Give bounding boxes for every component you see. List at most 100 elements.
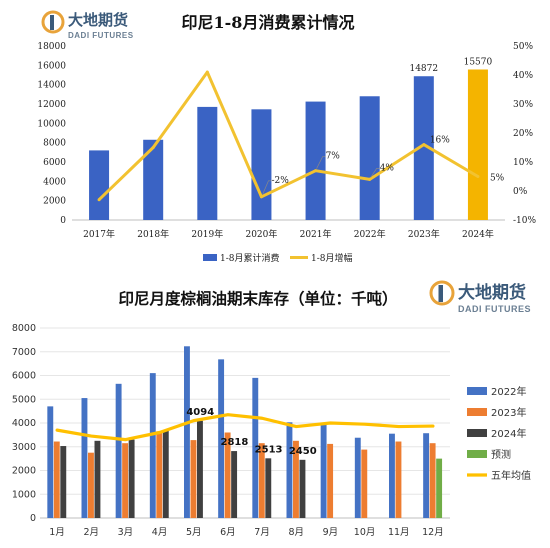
legend-label-cumulative: 1-8月累计消费 bbox=[220, 252, 280, 264]
legend-label: 预测 bbox=[491, 448, 511, 461]
bar-2023年-5月 bbox=[190, 440, 197, 518]
chart-2-x-tick: 12月 bbox=[422, 527, 444, 538]
growth-point bbox=[97, 198, 101, 202]
growth-point bbox=[151, 146, 155, 149]
chart-1-y2-tick: 20% bbox=[513, 129, 533, 139]
bar-2024年-4月 bbox=[162, 430, 169, 518]
chart-1-y-tick: 8000 bbox=[43, 139, 66, 149]
chart-1-y-tick: 2000 bbox=[43, 197, 66, 207]
chart-1-x-tick: 2017年 bbox=[83, 228, 115, 240]
chart-2-x-tick: 11月 bbox=[388, 527, 410, 538]
bar-data-label: 15570 bbox=[464, 57, 493, 67]
bar-2024年-6月 bbox=[231, 451, 238, 518]
chart-1-x-tick: 2024年 bbox=[462, 228, 494, 240]
legend-swatch bbox=[467, 450, 487, 458]
bar-2023年-1月 bbox=[53, 441, 60, 518]
legend-swatch bbox=[467, 387, 487, 395]
chart-1-y2-tick: 40% bbox=[513, 71, 533, 81]
bar-2017年 bbox=[89, 150, 110, 220]
chart-1-y-tick: 10000 bbox=[37, 119, 66, 129]
bar-2022年-12月 bbox=[423, 433, 430, 518]
chart-2-x-tick: 9月 bbox=[323, 527, 339, 538]
growth-data-label: 4% bbox=[380, 163, 395, 173]
growth-leader-line bbox=[370, 168, 380, 178]
bar-2021年 bbox=[305, 101, 326, 220]
bar-2022年-8月 bbox=[286, 422, 293, 518]
chart-2-x-tick: 5月 bbox=[186, 527, 202, 538]
bar-2024年-8月 bbox=[299, 459, 306, 518]
growth-data-label: -2% bbox=[271, 176, 289, 186]
legend-label: 2022年 bbox=[491, 385, 526, 398]
chart-2-x-tick: 7月 bbox=[254, 527, 270, 538]
bar-2024年-3月 bbox=[128, 439, 135, 518]
bar-data-label: 2450 bbox=[289, 446, 317, 457]
chart-2-y-tick: 8000 bbox=[12, 323, 36, 334]
chart-1-y-tick: 16000 bbox=[37, 61, 66, 71]
legend-label: 五年均值 bbox=[491, 469, 531, 482]
chart-1-y2-tick: 30% bbox=[513, 100, 533, 110]
chart-2-y-tick: 6000 bbox=[12, 371, 36, 382]
growth-point bbox=[314, 169, 318, 173]
bar-2023年-2月 bbox=[88, 452, 94, 518]
legend-label: 2024年 bbox=[491, 427, 526, 440]
chart-1-x-tick: 2023年 bbox=[408, 228, 440, 240]
bar-2022年-7月 bbox=[252, 377, 259, 518]
chart-2-y-tick: 0 bbox=[30, 513, 36, 524]
logo-mark-icon bbox=[41, 10, 65, 34]
bar-2022年 bbox=[359, 96, 380, 220]
logo-cn: 大地期货 bbox=[458, 282, 526, 303]
bar-2023年-8月 bbox=[293, 440, 299, 518]
growth-data-label: 5% bbox=[490, 174, 505, 184]
chart-2-x-tick: 8月 bbox=[288, 527, 304, 538]
growth-point bbox=[476, 175, 480, 178]
growth-leader-line bbox=[316, 156, 326, 169]
logo-en: DADI FUTURES bbox=[458, 304, 531, 314]
growth-leader-line bbox=[262, 180, 272, 195]
bar-2023年-3月 bbox=[122, 443, 129, 518]
growth-point bbox=[368, 177, 372, 181]
logo-mark-icon bbox=[429, 280, 455, 306]
growth-point bbox=[205, 70, 209, 74]
bar-2022年-9月 bbox=[320, 422, 327, 518]
bar-2022年-1月 bbox=[47, 406, 54, 518]
bar-2022年-2月 bbox=[81, 398, 88, 518]
bar-2023年-10月 bbox=[361, 449, 368, 518]
bar-2020年 bbox=[251, 109, 272, 220]
chart-2-y-tick: 2000 bbox=[12, 466, 36, 477]
chart-2-x-tick: 2月 bbox=[83, 527, 99, 538]
chart-1-y2-tick: 10% bbox=[513, 158, 533, 168]
bar-2022年-4月 bbox=[149, 373, 156, 518]
bar-2023年-11月 bbox=[395, 441, 402, 518]
legend-swatch-cumulative bbox=[203, 254, 217, 261]
bar-data-label: 14872 bbox=[409, 64, 438, 74]
chart-1-y-tick: 6000 bbox=[43, 158, 66, 168]
bar-2023年-4月 bbox=[156, 431, 163, 518]
bar-data-label: 2818 bbox=[220, 437, 248, 448]
chart-1-y-tick: 4000 bbox=[43, 177, 66, 187]
bar-2024年-2月 bbox=[94, 440, 101, 518]
chart-1-y-tick: 14000 bbox=[37, 81, 66, 91]
growth-point bbox=[259, 195, 263, 199]
bar-2024年-1月 bbox=[60, 446, 67, 518]
chart-1-x-tick: 2019年 bbox=[191, 228, 223, 240]
bar-2023年-7月 bbox=[258, 443, 265, 518]
chart-2-y-tick: 5000 bbox=[12, 394, 36, 405]
chart-2-title: 印尼月度棕榈油期末库存（单位：千吨） bbox=[118, 289, 397, 308]
legend-label-growth: 1-8月增幅 bbox=[311, 252, 353, 264]
bar-2024年-7月 bbox=[265, 458, 272, 518]
logo-cn: 大地期货 bbox=[68, 11, 128, 29]
legend-swatch bbox=[467, 408, 487, 416]
chart-1-y2-tick: 50% bbox=[513, 42, 533, 52]
chart-1-y-tick: 18000 bbox=[37, 42, 66, 52]
chart-2-y-tick: 4000 bbox=[12, 418, 36, 429]
chart-1-x-tick: 2021年 bbox=[300, 228, 332, 240]
chart-2-x-tick: 10月 bbox=[354, 527, 376, 538]
chart-2-y-tick: 7000 bbox=[12, 347, 36, 358]
chart-1-y2-tick: 0% bbox=[513, 187, 528, 197]
bar-2018年 bbox=[143, 139, 164, 220]
chart-1-y-tick: 0 bbox=[60, 216, 66, 226]
bar-2023年-6月 bbox=[224, 432, 231, 518]
growth-line bbox=[98, 70, 479, 201]
